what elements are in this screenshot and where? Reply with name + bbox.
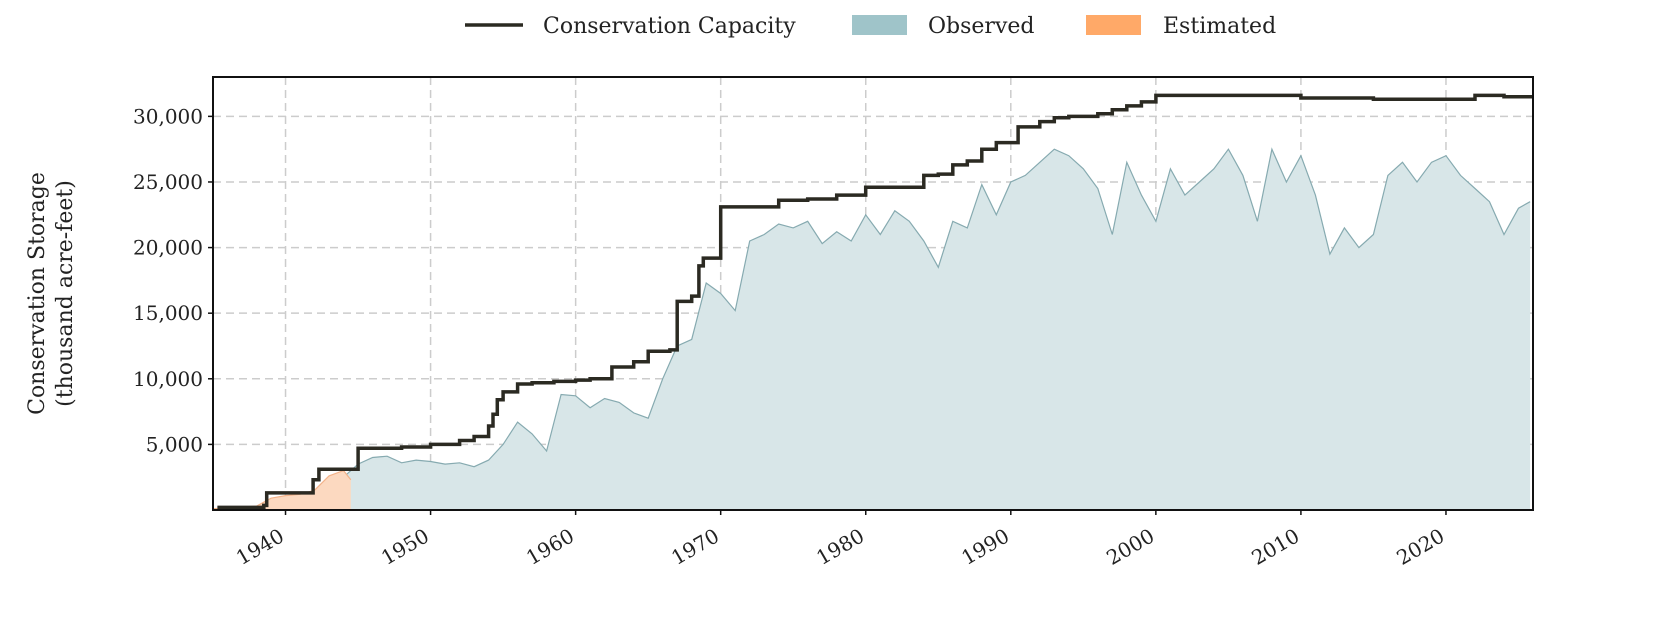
- y-tick-label: 20,000: [133, 236, 203, 260]
- x-tick-label: 1940: [232, 524, 288, 570]
- y-tick-label: 10,000: [133, 367, 203, 391]
- area-outline-observed: [212, 147, 1531, 510]
- legend: Conservation Capacity Observed Estimated: [465, 14, 1276, 39]
- y-axis-label-line-2: (thousand acre-feet): [53, 180, 78, 407]
- area-observed: [213, 149, 1531, 510]
- x-tick-label: 2020: [1392, 524, 1448, 570]
- line-series: [217, 93, 1533, 510]
- y-tick-label: 30,000: [133, 104, 203, 128]
- y-axis-label-line-1: Conservation Storage: [25, 172, 50, 415]
- y-tick-label: 5,000: [146, 432, 203, 456]
- x-tick-label: 1980: [812, 524, 868, 570]
- legend-swatch-observed: [852, 15, 907, 35]
- legend-label-2: Estimated: [1163, 14, 1276, 39]
- legend-label-1: Observed: [928, 14, 1034, 39]
- line-conservation-capacity: [217, 93, 1533, 510]
- legend-swatch-estimated: [1086, 15, 1141, 35]
- legend-label-0: Conservation Capacity: [543, 14, 796, 39]
- area-estimated: [213, 470, 351, 510]
- x-tick-label: 1990: [957, 524, 1013, 570]
- x-tick-label: 1960: [522, 524, 578, 570]
- x-axis: 1940 1950 1960 1970 1980 1990 2000 2010 2020: [232, 510, 1448, 570]
- x-tick-label: 1950: [377, 524, 433, 570]
- y-tick-label: 15,000: [133, 301, 203, 325]
- x-tick-label: 1970: [667, 524, 723, 570]
- x-tick-label: 2010: [1247, 524, 1303, 570]
- y-tick-label: 25,000: [133, 170, 203, 194]
- y-axis: 5,000 10,000 15,000 20,000 25,000 30,000: [133, 104, 213, 456]
- plot-frame: [212, 76, 1534, 511]
- grid: [213, 77, 1533, 510]
- x-tick-label: 2000: [1102, 524, 1158, 570]
